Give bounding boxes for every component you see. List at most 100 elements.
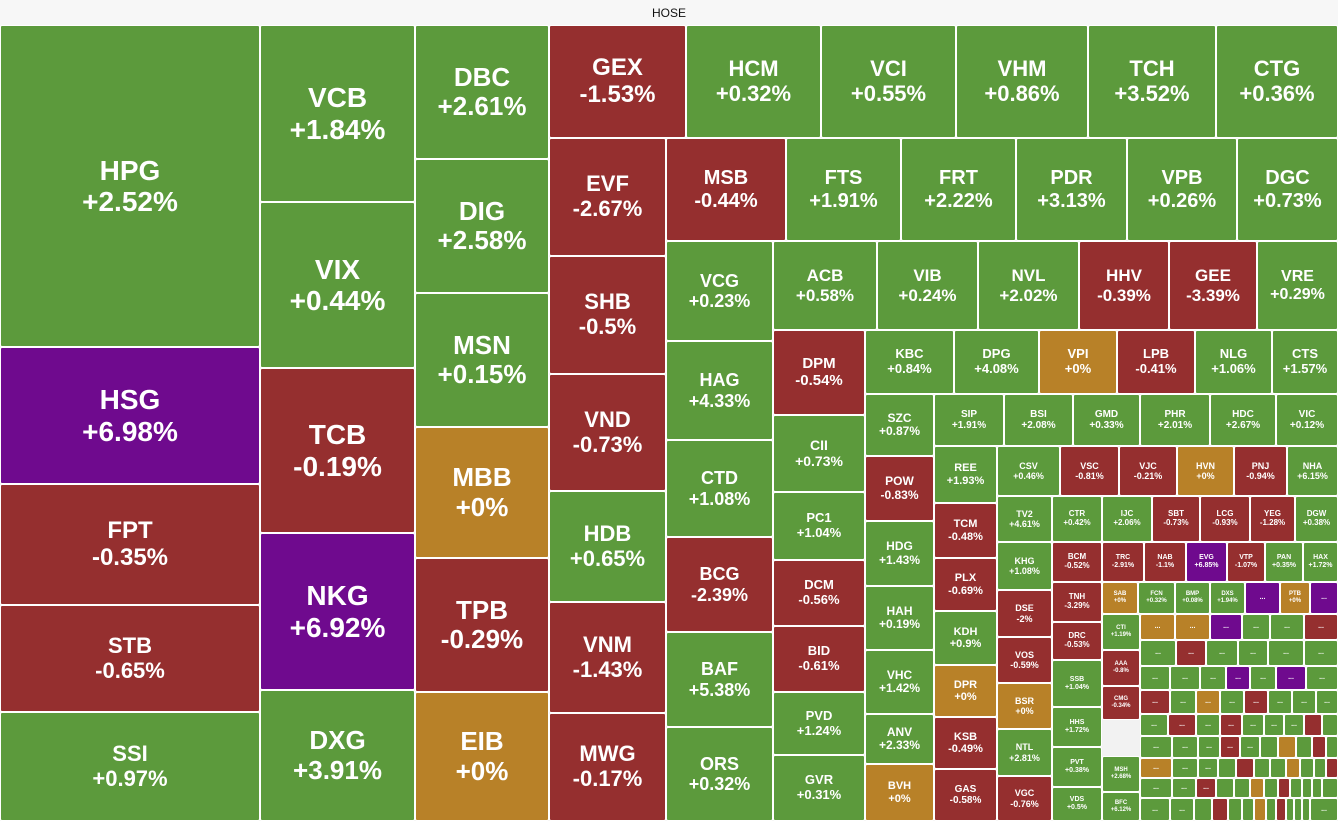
tile-small[interactable]: ...: [1264, 714, 1284, 736]
tile-bsi[interactable]: BSI +2.08%: [1004, 394, 1073, 446]
tile-small[interactable]: ...: [1140, 640, 1176, 666]
tile-hhv[interactable]: HHV -0.39%: [1079, 241, 1169, 330]
tile-stb[interactable]: STB -0.65%: [0, 605, 260, 712]
tile-phr[interactable]: PHR +2.01%: [1140, 394, 1210, 446]
tile-small[interactable]: ...: [1198, 736, 1220, 758]
tile-hsg[interactable]: HSG +6.98%: [0, 347, 260, 484]
tile-fcn[interactable]: FCN +0.32%: [1138, 582, 1175, 614]
tile-gas[interactable]: GAS -0.58%: [934, 769, 997, 821]
tile-cmg[interactable]: CMG -0.34%: [1102, 686, 1140, 720]
tile-dpr[interactable]: DPR +0%: [934, 665, 997, 717]
tile-tv2[interactable]: TV2 +4.61%: [997, 496, 1052, 542]
tile-nvl[interactable]: NVL +2.02%: [978, 241, 1079, 330]
tile-small[interactable]: ...: [1198, 758, 1218, 778]
tile-small[interactable]: [1254, 798, 1266, 821]
tile-small[interactable]: ...: [1245, 582, 1280, 614]
tile-dpg[interactable]: DPG +4.08%: [954, 330, 1039, 394]
tile-vos[interactable]: VOS -0.59%: [997, 637, 1052, 683]
tile-vre[interactable]: VRE +0.29%: [1257, 241, 1338, 330]
tile-ssi[interactable]: SSI +0.97%: [0, 712, 260, 821]
tile-baf[interactable]: BAF +5.38%: [666, 632, 773, 727]
tile-sbt[interactable]: SBT -0.73%: [1152, 496, 1200, 542]
tile-bmp[interactable]: BMP +0.08%: [1175, 582, 1210, 614]
tile-hag[interactable]: HAG +4.33%: [666, 341, 773, 440]
tile-ssb[interactable]: SSB +1.04%: [1052, 660, 1102, 707]
tile-small[interactable]: ...: [1244, 690, 1268, 714]
tile-small[interactable]: ...: [1306, 666, 1338, 690]
tile-ctg[interactable]: CTG +0.36%: [1216, 25, 1338, 138]
tile-small[interactable]: [1290, 778, 1302, 798]
tile-pvd[interactable]: PVD +1.24%: [773, 692, 865, 755]
tile-small[interactable]: [1216, 778, 1234, 798]
tile-nha[interactable]: NHA +6.15%: [1287, 446, 1338, 496]
tile-vib[interactable]: VIB +0.24%: [877, 241, 978, 330]
tile-small[interactable]: ...: [1140, 614, 1175, 640]
tile-small[interactable]: ...: [1170, 798, 1194, 821]
tile-vgc[interactable]: VGC -0.76%: [997, 776, 1052, 821]
tile-vic[interactable]: VIC +0.12%: [1276, 394, 1338, 446]
tile-tcm[interactable]: TCM -0.48%: [934, 503, 997, 558]
tile-small[interactable]: ...: [1238, 640, 1268, 666]
tile-bcg[interactable]: BCG -2.39%: [666, 537, 773, 632]
tile-small[interactable]: ...: [1170, 666, 1200, 690]
tile-vpi[interactable]: VPI +0%: [1039, 330, 1117, 394]
tile-mbb[interactable]: MBB +0%: [415, 427, 549, 558]
tile-bfc[interactable]: BFC +6.12%: [1102, 792, 1140, 821]
tile-small[interactable]: [1326, 758, 1338, 778]
tile-cts[interactable]: CTS +1.57%: [1272, 330, 1338, 394]
tile-pan[interactable]: PAN +0.35%: [1265, 542, 1303, 582]
tile-vpb[interactable]: VPB +0.26%: [1127, 138, 1237, 241]
tile-small[interactable]: ...: [1220, 690, 1244, 714]
tile-small[interactable]: [1254, 758, 1270, 778]
tile-small[interactable]: ...: [1310, 798, 1338, 821]
tile-small[interactable]: ...: [1140, 690, 1170, 714]
tile-pc1[interactable]: PC1 +1.04%: [773, 492, 865, 560]
tile-bsr[interactable]: BSR +0%: [997, 683, 1052, 729]
tile-csv[interactable]: CSV +0.46%: [997, 446, 1060, 496]
tile-ksb[interactable]: KSB -0.49%: [934, 717, 997, 769]
tile-dxs[interactable]: DXS +1.94%: [1210, 582, 1245, 614]
tile-pdr[interactable]: PDR +3.13%: [1016, 138, 1127, 241]
tile-vhc[interactable]: VHC +1.42%: [865, 650, 934, 714]
tile-small[interactable]: ...: [1206, 640, 1238, 666]
tile-small[interactable]: ...: [1268, 640, 1304, 666]
tile-small[interactable]: [1302, 798, 1310, 821]
tile-hdg[interactable]: HDG +1.43%: [865, 521, 934, 586]
tile-plx[interactable]: PLX -0.69%: [934, 558, 997, 611]
tile-yeg[interactable]: YEG -1.28%: [1250, 496, 1295, 542]
tile-bvh[interactable]: BVH +0%: [865, 764, 934, 821]
tile-small[interactable]: [1304, 714, 1322, 736]
tile-small[interactable]: [1276, 798, 1286, 821]
tile-cii[interactable]: CII +0.73%: [773, 415, 865, 492]
tile-ntl[interactable]: NTL +2.81%: [997, 729, 1052, 776]
tile-szc[interactable]: SZC +0.87%: [865, 394, 934, 456]
tile-vsc[interactable]: VSC -0.81%: [1060, 446, 1119, 496]
tile-ctr[interactable]: CTR +0.42%: [1052, 496, 1102, 542]
tile-small[interactable]: ...: [1196, 690, 1220, 714]
tile-gvr[interactable]: GVR +0.31%: [773, 755, 865, 821]
tile-fpt[interactable]: FPT -0.35%: [0, 484, 260, 605]
tile-pnj[interactable]: PNJ -0.94%: [1234, 446, 1287, 496]
tile-small[interactable]: ...: [1304, 614, 1338, 640]
tile-lpb[interactable]: LPB -0.41%: [1117, 330, 1195, 394]
tile-small[interactable]: [1286, 798, 1294, 821]
tile-vtp[interactable]: VTP -1.07%: [1227, 542, 1265, 582]
tile-sip[interactable]: SIP +1.91%: [934, 394, 1004, 446]
tile-hdb[interactable]: HDB +0.65%: [549, 491, 666, 602]
tile-small[interactable]: ...: [1276, 666, 1306, 690]
tile-small[interactable]: ...: [1196, 714, 1220, 736]
tile-frt[interactable]: FRT +2.22%: [901, 138, 1016, 241]
tile-small[interactable]: ...: [1196, 778, 1216, 798]
tile-sab[interactable]: SAB +0%: [1102, 582, 1138, 614]
tile-gex[interactable]: GEX -1.53%: [549, 25, 686, 138]
tile-small[interactable]: ...: [1176, 640, 1206, 666]
tile-small[interactable]: [1234, 778, 1250, 798]
tile-nkg[interactable]: NKG +6.92%: [260, 533, 415, 690]
tile-vcg[interactable]: VCG +0.23%: [666, 241, 773, 341]
tile-fts[interactable]: FTS +1.91%: [786, 138, 901, 241]
tile-vhm[interactable]: VHM +0.86%: [956, 25, 1088, 138]
tile-small[interactable]: [1286, 758, 1300, 778]
tile-ptb[interactable]: PTB +0%: [1280, 582, 1310, 614]
tile-small[interactable]: ...: [1270, 614, 1304, 640]
tile-small[interactable]: [1212, 798, 1228, 821]
